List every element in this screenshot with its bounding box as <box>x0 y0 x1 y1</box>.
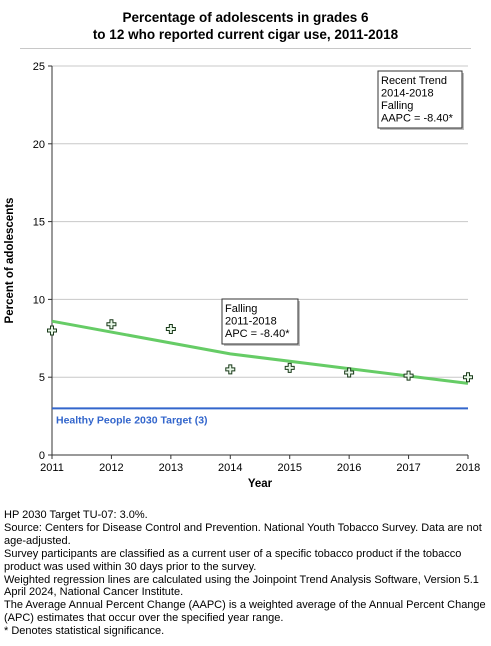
note-line: Source: Centers for Disease Control and … <box>4 521 482 547</box>
data-point <box>403 370 414 381</box>
data-point-marker <box>403 370 414 381</box>
title-divider <box>20 48 471 49</box>
note-line: Weighted regression lines are calculated… <box>4 573 479 599</box>
y-tick-label: 20 <box>33 139 45 151</box>
data-point-marker <box>165 323 176 334</box>
annotation-text: 2011-2018 <box>225 316 277 328</box>
data-point <box>344 367 355 378</box>
x-axis-title: Year <box>248 478 273 490</box>
x-tick-label: 2013 <box>159 462 183 474</box>
data-point <box>106 319 117 330</box>
y-tick-label: 25 <box>33 61 45 73</box>
x-tick-label: 2015 <box>277 462 301 474</box>
annotation-box <box>221 298 299 345</box>
chart-title-line-1: Percentage of adolescents in grades 6 <box>122 10 369 25</box>
data-point-marker <box>225 364 236 375</box>
data-point <box>47 325 57 336</box>
data-point <box>463 372 473 383</box>
trend-line <box>51 319 469 385</box>
data-point-marker <box>284 362 295 373</box>
note-line: * Denotes statistical significance. <box>4 625 165 638</box>
annotation-text: Falling <box>225 303 257 315</box>
y-tick-label: 0 <box>39 450 45 462</box>
y-tick-label: 5 <box>39 372 45 384</box>
chart-plot: 0 5 10 15 20 25 2011 2012 2013 2014 2015 2016 2017 20… <box>4 61 480 490</box>
annotation-text: 2014-2018 <box>381 88 434 100</box>
y-tick-label: 10 <box>33 294 45 306</box>
data-point <box>225 364 236 375</box>
x-tick-label: 2018 <box>456 462 480 474</box>
note-line: HP 2030 Target TU-07: 3.0%. <box>4 509 148 521</box>
data-point <box>284 362 295 373</box>
annotation-text: Falling <box>381 100 413 112</box>
data-point-marker <box>106 319 117 330</box>
data-point-marker <box>47 325 57 336</box>
y-tick-label: 15 <box>33 217 45 229</box>
data-point <box>165 323 176 334</box>
data-point-marker <box>463 372 473 383</box>
note-line: The Average Annual Percent Change (AAPC)… <box>4 599 486 625</box>
annotation-text: AAPC = -8.40* <box>381 113 454 125</box>
y-axis-title: Percent of adolescents <box>4 198 16 324</box>
annotation-text: Recent Trend <box>381 75 447 87</box>
x-tick-label: 2014 <box>218 462 242 474</box>
note-line: Survey participants are classified as a … <box>4 547 462 573</box>
chart-title-line-2: to 12 who reported current cigar use, 20… <box>92 27 399 42</box>
target-label: Healthy People 2030 Target (3) <box>56 414 208 426</box>
x-tick-label: 2012 <box>99 462 123 474</box>
x-tick-label: 2017 <box>396 462 420 474</box>
chart-notes: HP 2030 Target TU-07: 3.0%. Source: Cent… <box>4 509 490 638</box>
x-tick-label: 2011 <box>40 462 64 474</box>
x-tick-label: 2016 <box>337 462 361 474</box>
annotation-text: APC = -8.40* <box>225 328 290 340</box>
data-point-marker <box>344 367 355 378</box>
chart-title: Percentage of adolescents in grades 6 to… <box>0 9 491 43</box>
annotation-box <box>377 70 463 129</box>
